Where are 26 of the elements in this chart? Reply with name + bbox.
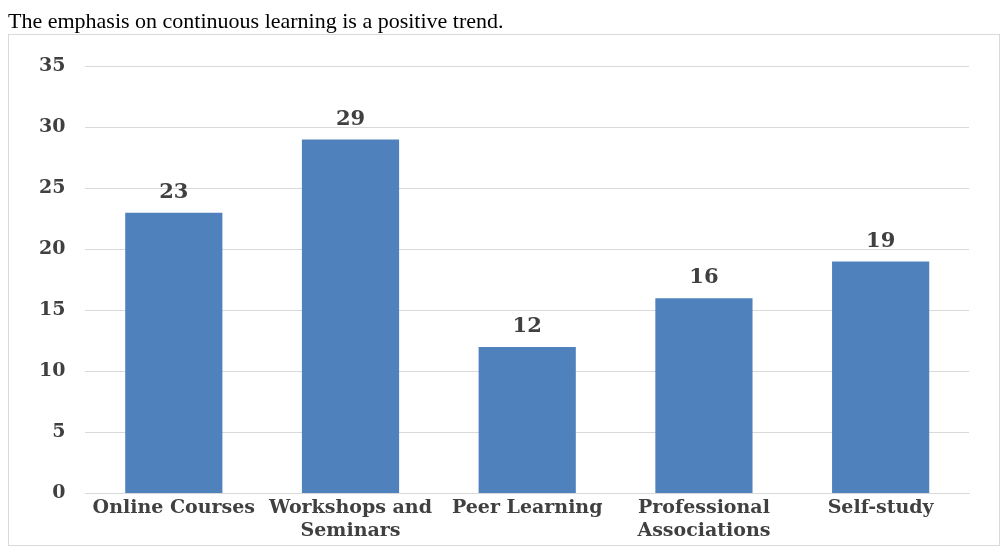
- data-label: 19: [866, 226, 896, 252]
- y-tick-label: 35: [38, 53, 66, 76]
- category-label: Seminars: [300, 517, 401, 540]
- category-label: Associations: [637, 517, 771, 540]
- y-tick-label: 0: [52, 480, 66, 503]
- category-label: Self-study: [827, 494, 934, 517]
- category-label: Workshops and: [269, 494, 432, 517]
- y-tick-label: 20: [38, 236, 66, 259]
- text: The emphasis on continuous learning is a positive trend.: [8, 8, 505, 34]
- category-label: Peer Learning: [451, 494, 603, 517]
- data-label: 16: [689, 263, 719, 289]
- category-label: Online Courses: [92, 494, 256, 517]
- bar: [478, 347, 576, 493]
- data-label: 12: [512, 311, 542, 337]
- bar: [655, 298, 753, 493]
- y-tick-label: 10: [38, 358, 66, 381]
- y-tick-label: 5: [52, 419, 66, 442]
- y-tick-label: 15: [38, 297, 66, 320]
- data-label: 29: [335, 104, 366, 130]
- y-tick-label: 30: [38, 114, 66, 137]
- bar: [832, 261, 930, 493]
- y-tick-label: 25: [38, 175, 66, 198]
- category-label: Professional: [638, 494, 770, 517]
- bar: [125, 212, 223, 493]
- bar: [301, 139, 400, 493]
- data-label: 23: [159, 177, 189, 203]
